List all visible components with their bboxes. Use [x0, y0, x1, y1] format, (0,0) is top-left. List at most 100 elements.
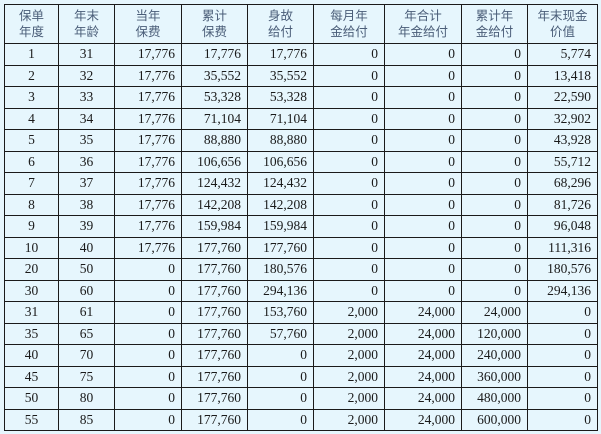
cell-monthly-annuity: 2,000: [313, 301, 385, 324]
cell-death-benefit: 0: [247, 344, 314, 367]
cell-age-end-of-year: 61: [58, 301, 115, 324]
cell-annual-premium: 0: [114, 408, 182, 431]
table-row: 40 70 0 177,760 0 2,000 24,000 240,000 0: [4, 344, 598, 367]
cell-annual-annuity-total: 0: [384, 129, 462, 152]
cell-annual-premium: 0: [114, 365, 182, 388]
header-line: 年度: [18, 24, 44, 39]
cell-cumulative-annuity: 24,000: [461, 301, 528, 324]
cell-death-benefit: 88,880: [247, 129, 314, 152]
cell-annual-premium: 17,776: [114, 86, 182, 109]
cell-death-benefit: 294,136: [247, 279, 314, 302]
header-line: 年末: [73, 8, 99, 23]
cell-cumulative-premium: 177,760: [181, 408, 248, 431]
header-line: 累计: [201, 8, 227, 23]
table-row: 20 50 0 177,760 180,576 0 0 0 180,576: [4, 258, 598, 281]
table-row: 5 35 17,776 88,880 88,880 0 0 0 43,928: [4, 129, 598, 152]
header-line: 每月年: [330, 8, 368, 23]
header-line: 年合计: [404, 8, 442, 23]
header-line: 当年: [135, 8, 161, 23]
cell-cash-value: 0: [527, 344, 598, 367]
cell-policy-year: 5: [4, 129, 59, 152]
cell-policy-year: 1: [4, 43, 59, 66]
cell-annual-premium: 17,776: [114, 236, 182, 259]
cell-cash-value: 22,590: [527, 86, 598, 109]
table-row: 6 36 17,776 106,656 106,656 0 0 0 55,712: [4, 150, 598, 173]
cell-annual-premium: 0: [114, 301, 182, 324]
cell-monthly-annuity: 0: [313, 215, 385, 238]
cell-policy-year: 2: [4, 64, 59, 87]
table-row: 9 39 17,776 159,984 159,984 0 0 0 96,048: [4, 215, 598, 238]
header-line: 年金给付: [397, 24, 448, 39]
header-line: 金给付: [475, 24, 514, 39]
cell-cumulative-premium: 177,760: [181, 301, 248, 324]
cell-annual-annuity-total: 0: [384, 86, 462, 109]
cell-cumulative-premium: 17,776: [181, 43, 248, 66]
cell-cash-value: 81,726: [527, 193, 598, 216]
header-cumulative-premium: 累计 保费: [181, 4, 248, 44]
cell-annual-premium: 17,776: [114, 150, 182, 173]
table-row: 3 33 17,776 53,328 53,328 0 0 0 22,590: [4, 86, 598, 109]
cell-policy-year: 7: [4, 172, 59, 195]
cell-age-end-of-year: 80: [58, 387, 115, 410]
cell-policy-year: 9: [4, 215, 59, 238]
cell-annual-annuity-total: 0: [384, 150, 462, 173]
header-line: 金给付: [330, 24, 368, 39]
cell-death-benefit: 0: [247, 387, 314, 410]
cell-cumulative-annuity: 0: [461, 215, 528, 238]
cell-cumulative-premium: 177,760: [181, 322, 248, 345]
table-row: 2 32 17,776 35,552 35,552 0 0 0 13,418: [4, 64, 598, 87]
cell-cumulative-annuity: 0: [461, 236, 528, 259]
cell-cumulative-annuity: 0: [461, 43, 528, 66]
cell-cash-value: 0: [527, 322, 598, 345]
table-body: 1 31 17,776 17,776 17,776 0 0 0 5,774 2 32 17,776 35…: [4, 43, 598, 431]
cell-annual-annuity-total: 0: [384, 258, 462, 281]
cell-age-end-of-year: 85: [58, 408, 115, 431]
cell-annual-premium: 17,776: [114, 172, 182, 195]
cell-cumulative-annuity: 0: [461, 193, 528, 216]
cell-death-benefit: 124,432: [247, 172, 314, 195]
cell-annual-annuity-total: 0: [384, 279, 462, 302]
cell-cumulative-annuity: 0: [461, 172, 528, 195]
cell-cumulative-annuity: 120,000: [461, 322, 528, 345]
cell-monthly-annuity: 0: [313, 279, 385, 302]
table-header-row: 保单 年度 年末 年龄 当年 保费 累计 保费 身故 给付 每月年 金给付 年合计 年金给付 累计年 金给付年…: [4, 4, 598, 44]
header-annual-premium: 当年 保费: [114, 4, 182, 44]
cell-age-end-of-year: 32: [58, 64, 115, 87]
cell-policy-year: 30: [4, 279, 59, 302]
cell-policy-year: 10: [4, 236, 59, 259]
cell-monthly-annuity: 0: [313, 43, 385, 66]
cell-cash-value: 5,774: [527, 43, 598, 66]
cell-age-end-of-year: 37: [58, 172, 115, 195]
cell-cumulative-premium: 124,432: [181, 172, 248, 195]
cell-annual-premium: 17,776: [114, 215, 182, 238]
cell-monthly-annuity: 2,000: [313, 365, 385, 388]
table-row: 55 85 0 177,760 0 2,000 24,000 600,000 0: [4, 408, 598, 431]
cell-cash-value: 32,902: [527, 107, 598, 130]
cell-annual-premium: 17,776: [114, 64, 182, 87]
table-row: 30 60 0 177,760 294,136 0 0 0 294,136: [4, 279, 598, 302]
cell-policy-year: 20: [4, 258, 59, 281]
cell-age-end-of-year: 38: [58, 193, 115, 216]
header-cash-value: 年末现金 价值: [527, 4, 598, 44]
header-line: 累计年: [475, 8, 514, 23]
cell-cumulative-annuity: 0: [461, 86, 528, 109]
cell-monthly-annuity: 2,000: [313, 344, 385, 367]
table-row: 7 37 17,776 124,432 124,432 0 0 0 68,296: [4, 172, 598, 195]
cell-policy-year: 50: [4, 387, 59, 410]
cell-cash-value: 43,928: [527, 129, 598, 152]
cell-death-benefit: 153,760: [247, 301, 314, 324]
header-line: 保单: [18, 8, 44, 23]
cell-policy-year: 3: [4, 86, 59, 109]
cell-cash-value: 0: [527, 408, 598, 431]
cell-annual-premium: 17,776: [114, 43, 182, 66]
cell-cumulative-premium: 71,104: [181, 107, 248, 130]
header-age-end-of-year: 年末 年龄: [58, 4, 115, 44]
cell-annual-annuity-total: 24,000: [384, 322, 462, 345]
cell-age-end-of-year: 39: [58, 215, 115, 238]
cell-monthly-annuity: 0: [313, 150, 385, 173]
cell-annual-annuity-total: 0: [384, 43, 462, 66]
cell-cumulative-annuity: 0: [461, 64, 528, 87]
cell-cash-value: 0: [527, 301, 598, 324]
table-row: 8 38 17,776 142,208 142,208 0 0 0 81,726: [4, 193, 598, 216]
cell-cumulative-annuity: 0: [461, 150, 528, 173]
